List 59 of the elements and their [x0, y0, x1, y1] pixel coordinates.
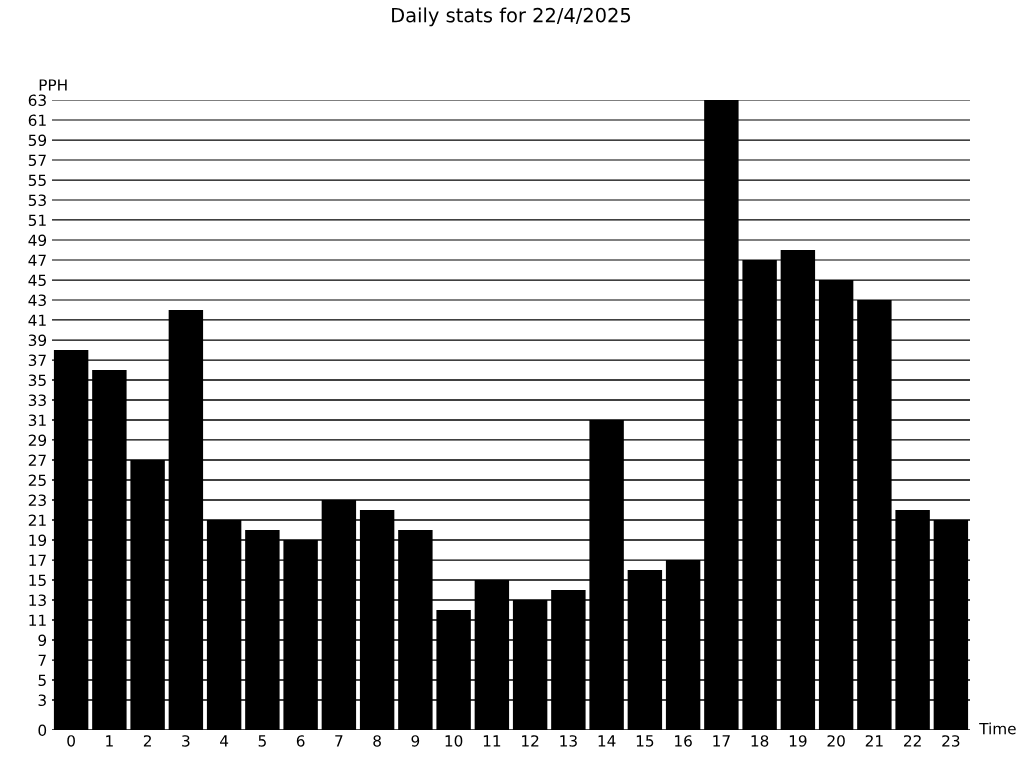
x-tick-label: 6 — [296, 735, 305, 747]
y-tick-label: 33 — [28, 394, 46, 407]
y-tick-label: 23 — [28, 494, 46, 507]
y-tick-label: 37 — [28, 354, 46, 367]
y-tick-label: 41 — [28, 314, 46, 326]
y-tick-label: 29 — [28, 434, 47, 447]
y-tick-label: 25 — [28, 474, 46, 487]
x-tick-label: 12 — [522, 735, 539, 747]
x-tick-label: 7 — [335, 735, 343, 747]
x-tick-label: 14 — [598, 735, 616, 747]
y-tick-label: 31 — [28, 414, 46, 427]
y-tick-label: 35 — [28, 374, 46, 387]
y-tick-label: 13 — [29, 594, 46, 607]
x-tick-label: 23 — [942, 735, 960, 747]
x-tick-label: 2 — [143, 735, 151, 747]
y-tick-label: 3 — [38, 694, 46, 707]
y-tick-label: 0 — [38, 724, 47, 737]
y-tick-label: 19 — [29, 534, 47, 547]
y-axis-title: PPH — [39, 79, 67, 91]
y-tick-label: 9 — [38, 634, 47, 647]
y-tick-label: 45 — [28, 274, 46, 287]
y-tick-label: 7 — [38, 654, 46, 666]
x-tick-label: 10 — [445, 735, 463, 747]
y-tick-label: 57 — [28, 154, 46, 167]
x-axis-title: Time — [979, 722, 1016, 735]
x-tick-label: 19 — [789, 735, 807, 747]
y-tick-label: 11 — [29, 614, 46, 626]
x-tick-label: 9 — [411, 735, 420, 747]
x-tick-label: 21 — [865, 735, 883, 747]
x-tick-label: 15 — [636, 735, 654, 747]
x-tick-label: 18 — [751, 735, 769, 747]
x-tick-label: 17 — [713, 735, 730, 747]
x-tick-label: 22 — [904, 735, 921, 747]
y-tick-label: 61 — [28, 114, 46, 127]
y-tick-label: 49 — [28, 234, 47, 247]
x-tick-label: 5 — [258, 735, 266, 747]
y-tick-label: 43 — [28, 294, 46, 307]
chart-title: Daily stats for 22/4/2025 — [392, 7, 631, 27]
x-tick-label: 13 — [560, 735, 577, 747]
y-tick-label: 39 — [28, 334, 47, 347]
y-tick-label: 21 — [28, 514, 46, 526]
y-tick-label: 51 — [28, 214, 46, 227]
y-tick-label: 17 — [29, 554, 46, 566]
x-tick-label: 16 — [675, 735, 692, 747]
y-tick-label: 15 — [29, 574, 46, 587]
x-tick-label: 11 — [483, 735, 501, 747]
x-tick-label: 4 — [220, 735, 229, 747]
x-tick-label: 3 — [182, 735, 190, 747]
y-tick-label: 55 — [28, 174, 46, 187]
x-tick-label: 20 — [827, 735, 845, 747]
y-tick-label: 63 — [28, 94, 46, 107]
x-tick-label: 0 — [67, 735, 75, 747]
y-tick-label: 53 — [28, 194, 46, 207]
x-tick-label: 1 — [106, 735, 113, 747]
y-tick-label: 59 — [28, 134, 47, 147]
x-tick-label: 8 — [373, 735, 381, 747]
y-tick-label: 27 — [28, 454, 46, 466]
y-tick-label: 5 — [38, 674, 46, 687]
y-tick-label: 47 — [28, 254, 46, 266]
